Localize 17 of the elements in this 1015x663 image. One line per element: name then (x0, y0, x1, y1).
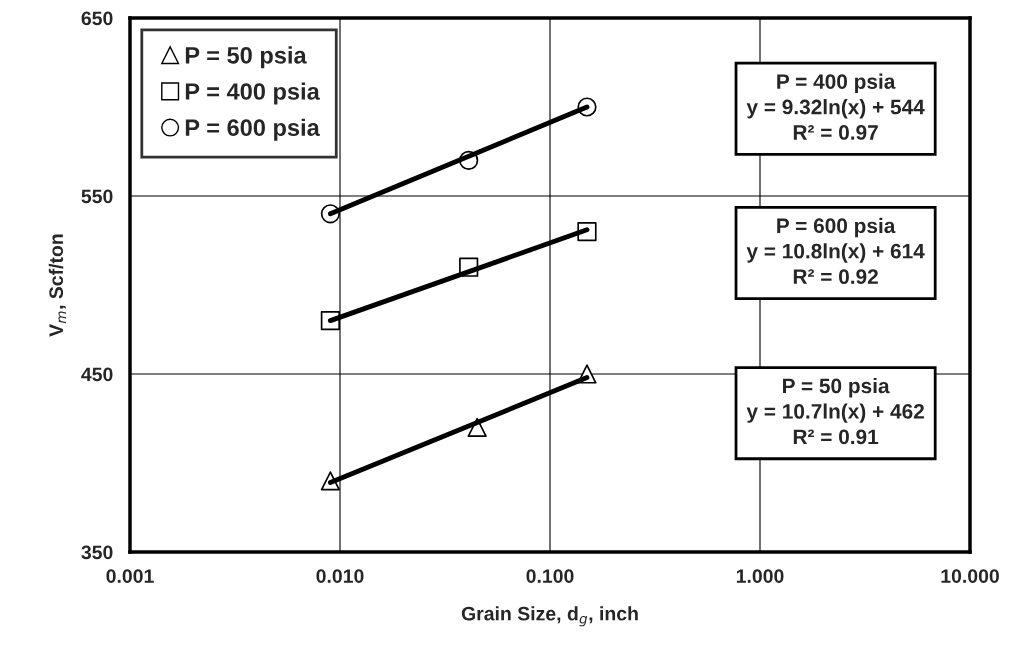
annotation: P = 50 psia y = 10.7ln(x) + 462 R² = 0.91 (746, 377, 924, 445)
y-tick-label: 550 (81, 189, 113, 204)
x-tick-label: 1.000 (736, 569, 784, 583)
x-tick-label: 10.000 (941, 569, 999, 583)
y-axis-title: V$_{m}$, Scf/ton (48, 234, 67, 337)
x-tick-label: 0.100 (526, 569, 574, 583)
legend-label: P = 400 psia (185, 82, 320, 105)
x-tick-label: 0.001 (106, 569, 154, 583)
annotation: P = 600 psia y = 10.8ln(x) + 614 R² = 0.92 (746, 217, 925, 285)
x-tick-label: 0.010 (316, 569, 364, 583)
legend-label: P = 600 psia (185, 118, 320, 141)
annotation: P = 400 psia y = 9.32ln(x) + 544 R² = 0.97 (746, 73, 925, 140)
y-tick-label: 650 (81, 11, 113, 26)
y-tick-label: 450 (81, 367, 113, 382)
y-tick-label: 350 (81, 545, 113, 560)
legend-label: P = 50 psia (185, 46, 307, 69)
x-axis-title: Grain Size, d$_{g}$, inch (461, 606, 638, 627)
